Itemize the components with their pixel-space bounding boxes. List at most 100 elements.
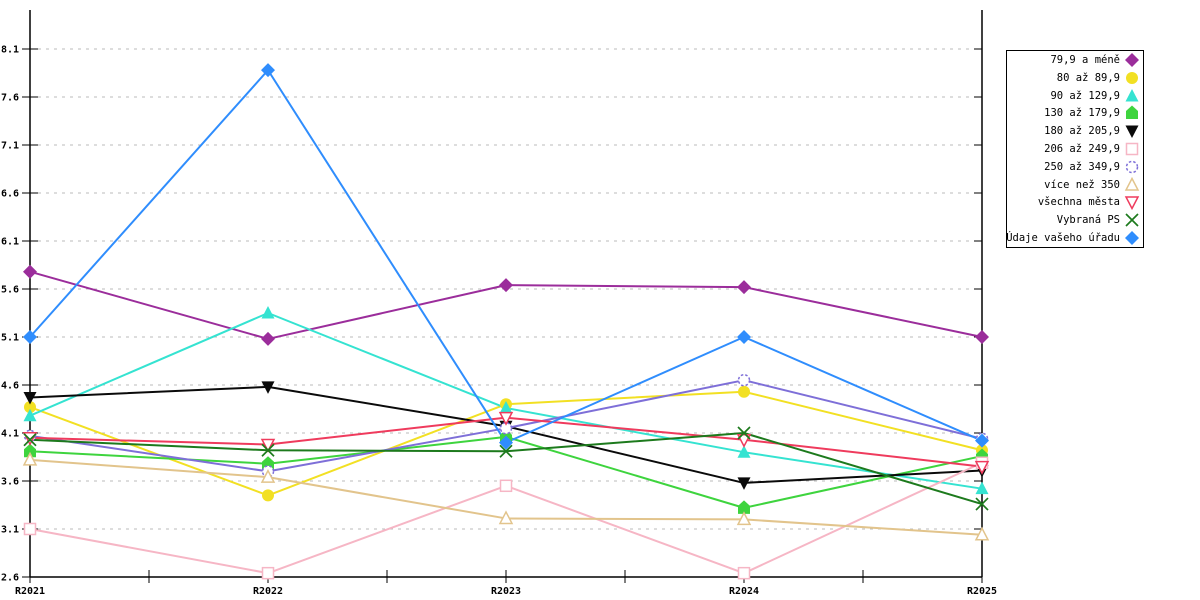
- data-point: [975, 497, 989, 511]
- y-tick-label: 6.1: [1, 237, 19, 248]
- data-point: [738, 500, 750, 514]
- y-tick-label: 4.6: [1, 381, 19, 392]
- filled-circle-icon: [738, 385, 750, 398]
- filled-triangle-up-icon: [23, 408, 37, 422]
- data-point: [261, 566, 275, 580]
- data-point: [974, 460, 990, 475]
- data-point: [23, 408, 37, 422]
- legend-label: 206 až 249,9: [1044, 143, 1120, 155]
- data-point: [737, 477, 751, 490]
- filled-triangle-down-icon: [261, 381, 275, 394]
- data-point: [499, 479, 513, 493]
- y-tick-label: 7.1: [1, 141, 19, 152]
- open-square-icon: [737, 566, 751, 580]
- x-tick-label: R2024: [729, 586, 759, 597]
- data-point: [499, 421, 513, 435]
- filled-diamond-icon: [975, 433, 989, 448]
- data-point: [24, 443, 36, 458]
- data-point: [260, 438, 276, 453]
- y-tick-label: 3.6: [1, 477, 19, 488]
- open-square-icon: [499, 479, 513, 493]
- data-point: [738, 385, 750, 398]
- filled-diamond-icon: [499, 435, 513, 450]
- legend-label: 250 až 349,9: [1044, 160, 1120, 173]
- filled-diamond-icon: [975, 330, 989, 344]
- x-tick-label: R2023: [491, 586, 521, 597]
- legend-marker: [1125, 88, 1139, 102]
- data-point: [975, 481, 989, 495]
- legend: 79,9 a méně 80 až 89,9 90 až 129,9 130 až 1…: [1006, 50, 1144, 248]
- filled-triangle-up-icon: [737, 445, 751, 458]
- filled-pentagon-icon: [24, 443, 36, 458]
- data-point: [23, 433, 37, 447]
- open-triangle-up-icon: [974, 526, 990, 541]
- legend-item-2: 90 až 129,9: [1007, 87, 1143, 105]
- data-point: [22, 451, 38, 466]
- filled-triangle-up-icon: [1125, 88, 1139, 102]
- data-point: [975, 433, 989, 448]
- y-tick-label: 6.6: [1, 189, 19, 200]
- filled-triangle-down-icon: [1125, 125, 1139, 139]
- filled-diamond-icon: [1125, 231, 1139, 246]
- filled-circle-icon: [1126, 71, 1138, 84]
- filled-circle-icon: [262, 489, 274, 502]
- legend-item-6: 250 až 349,9: [1007, 158, 1143, 176]
- data-point: [261, 306, 275, 319]
- filled-diamond-icon: [737, 330, 751, 344]
- legend-label: 80 až 89,9: [1056, 71, 1120, 84]
- open-triangle-down-icon: [498, 411, 514, 426]
- y-tick-label: 7.6: [1, 93, 19, 104]
- y-tick-label: 4.1: [1, 429, 19, 440]
- y-tick-label: 5.1: [1, 333, 19, 344]
- open-triangle-up-icon: [22, 451, 38, 466]
- filled-diamond-icon: [499, 278, 513, 293]
- filled-diamond-icon: [261, 331, 275, 346]
- legend-marker: [1126, 71, 1138, 84]
- x-cross-icon: [737, 426, 751, 440]
- legend-item-8: všechna města: [1007, 194, 1143, 212]
- open-triangle-down-icon: [1124, 196, 1140, 211]
- filled-triangle-up-icon: [975, 481, 989, 495]
- data-point: [499, 444, 513, 458]
- legend-item-0: 79,9 a méně: [1007, 51, 1143, 69]
- data-point: [499, 401, 513, 414]
- data-point: [23, 330, 37, 344]
- filled-pentagon-icon: [1126, 105, 1138, 120]
- legend-marker: [1124, 196, 1140, 211]
- filled-diamond-icon: [1125, 52, 1139, 67]
- x-cross-icon: [261, 443, 275, 457]
- legend-marker: [1125, 125, 1139, 139]
- legend-marker: [1125, 160, 1139, 174]
- legend-marker: [1125, 142, 1139, 156]
- filled-triangle-down-icon: [737, 477, 751, 490]
- open-triangle-up-icon: [260, 469, 276, 483]
- filled-diamond-icon: [737, 280, 751, 295]
- filled-triangle-down-icon: [23, 391, 37, 405]
- series-line-10: [29, 69, 983, 444]
- filled-diamond-icon: [23, 264, 37, 279]
- data-point: [737, 330, 751, 344]
- legend-marker: [1126, 105, 1138, 120]
- legend-label: 180 až 205,9: [1044, 125, 1120, 138]
- data-point: [261, 381, 275, 394]
- legend-marker: [1125, 231, 1139, 246]
- legend-marker: [1124, 176, 1140, 191]
- data-point: [261, 331, 275, 346]
- open-triangle-down-icon: [974, 460, 990, 475]
- data-point: [262, 489, 274, 502]
- data-point: [260, 469, 276, 483]
- open-circle-dashed-icon: [1125, 160, 1139, 174]
- filled-circle-icon: [24, 401, 36, 414]
- filled-triangle-up-icon: [499, 401, 513, 414]
- legend-label: Vybraná PS: [1056, 214, 1120, 227]
- data-point: [24, 401, 36, 414]
- open-circle-dashed-icon: [499, 421, 513, 435]
- x-cross-icon: [1125, 213, 1139, 227]
- filled-pentagon-icon: [738, 500, 750, 514]
- open-square-icon: [23, 522, 37, 536]
- legend-label: 130 až 179,9: [1044, 107, 1120, 120]
- data-point: [499, 435, 513, 450]
- legend-item-1: 80 až 89,9: [1007, 69, 1143, 87]
- data-point: [498, 510, 514, 525]
